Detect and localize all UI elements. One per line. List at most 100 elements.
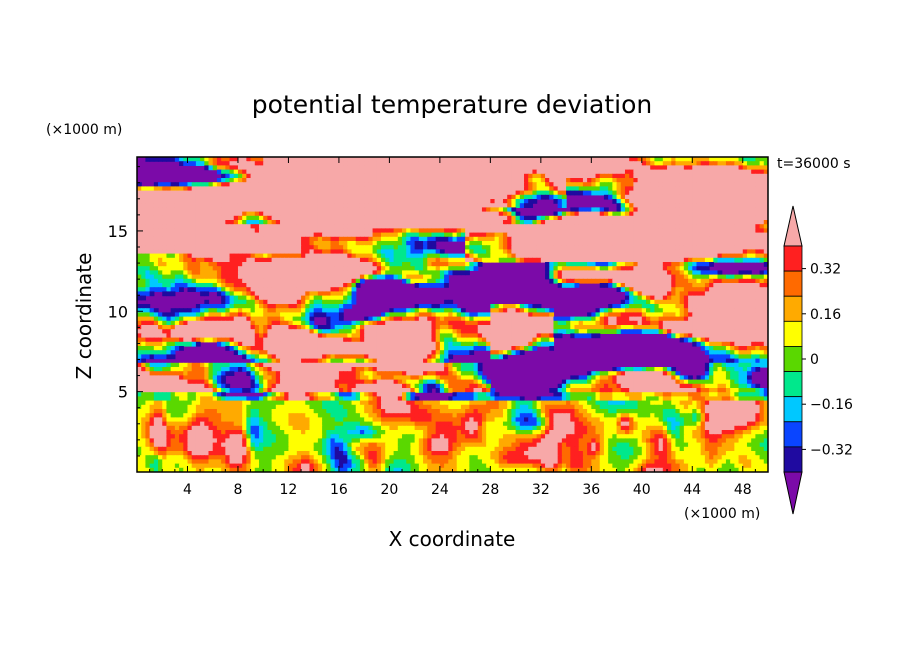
field-cell	[515, 253, 521, 259]
field-cell	[469, 224, 475, 229]
field-cell	[137, 236, 142, 242]
field-cell	[162, 186, 168, 192]
field-cell	[410, 220, 416, 225]
field-cell	[591, 157, 597, 162]
field-cell	[435, 278, 441, 284]
field-cell	[343, 161, 348, 166]
field-cell	[444, 220, 449, 225]
field-cell	[275, 186, 281, 192]
field-cell	[658, 278, 664, 284]
field-cell	[654, 304, 660, 309]
field-cell	[452, 161, 458, 166]
field-cell	[402, 308, 407, 313]
field-cell	[305, 236, 311, 242]
field-cell	[616, 178, 622, 183]
field-cell	[662, 203, 668, 208]
field-cell	[343, 190, 348, 196]
field-cell	[465, 220, 470, 225]
field-cell	[646, 190, 651, 196]
field-cell	[237, 312, 243, 318]
field-cell	[721, 169, 727, 175]
field-cell	[490, 182, 496, 187]
field-cell	[174, 194, 180, 200]
field-cell	[519, 257, 525, 263]
field-cell	[187, 228, 193, 234]
field-cell	[410, 190, 416, 196]
field-cell	[414, 186, 420, 192]
field-cell	[141, 190, 147, 196]
field-cell	[616, 207, 622, 213]
field-cell	[692, 283, 698, 288]
field-cell	[212, 283, 218, 288]
field-cell	[536, 257, 542, 263]
field-cell	[195, 194, 201, 200]
field-cell	[343, 270, 348, 276]
field-cell	[646, 232, 651, 238]
field-cell	[658, 203, 664, 208]
field-cell	[456, 270, 462, 276]
field-cell	[599, 220, 605, 225]
field-cell	[200, 199, 205, 204]
field-cell	[158, 157, 163, 162]
field-cell	[330, 299, 336, 305]
field-cell	[179, 316, 184, 322]
field-cell	[620, 253, 626, 259]
field-cell	[309, 190, 315, 196]
field-cell	[646, 266, 651, 271]
field-cell	[502, 199, 508, 204]
field-cell	[742, 190, 748, 196]
field-cell	[498, 203, 504, 208]
field-cell	[431, 308, 437, 313]
field-cell	[692, 173, 698, 179]
field-cell	[549, 253, 555, 259]
field-cell	[364, 207, 369, 213]
field-cell	[355, 283, 361, 288]
field-cell	[700, 262, 706, 267]
field-cell	[738, 312, 744, 318]
field-cell	[170, 182, 176, 187]
field-cell	[351, 249, 357, 255]
field-cell	[267, 257, 273, 263]
field-cell	[477, 220, 483, 225]
field-cell	[612, 257, 618, 263]
field-cell	[524, 304, 529, 309]
field-cell	[751, 274, 756, 280]
field-cell	[427, 169, 433, 175]
field-cell	[380, 157, 386, 162]
field-cell	[275, 270, 281, 276]
field-cell	[515, 169, 521, 175]
field-cell	[730, 308, 735, 313]
field-cell	[380, 245, 386, 250]
field-cell	[334, 199, 340, 204]
field-cell	[469, 232, 475, 238]
field-cell	[288, 173, 294, 179]
field-cell	[183, 182, 189, 187]
field-cell	[208, 157, 214, 162]
field-cell	[296, 173, 302, 179]
field-cell	[301, 207, 306, 213]
field-cell	[448, 224, 454, 229]
field-cell	[620, 262, 626, 267]
field-cell	[216, 161, 222, 166]
field-cell	[242, 312, 247, 318]
field-cell	[465, 266, 470, 271]
field-cell	[498, 249, 504, 255]
field-cell	[452, 157, 458, 162]
field-cell	[280, 249, 285, 255]
field-cell	[145, 278, 151, 284]
field-cell	[414, 165, 420, 171]
field-cell	[334, 173, 340, 179]
field-cell	[292, 274, 298, 280]
field-cell	[338, 211, 344, 217]
field-cell	[355, 182, 361, 187]
field-cell	[271, 312, 277, 318]
field-cell	[620, 186, 626, 192]
field-cell	[570, 249, 576, 255]
field-cell	[553, 186, 559, 192]
field-cell	[162, 287, 168, 292]
field-cell	[746, 182, 752, 187]
field-cell	[738, 295, 744, 301]
field-cell	[473, 169, 479, 175]
field-cell	[221, 245, 226, 250]
field-cell	[225, 308, 231, 313]
